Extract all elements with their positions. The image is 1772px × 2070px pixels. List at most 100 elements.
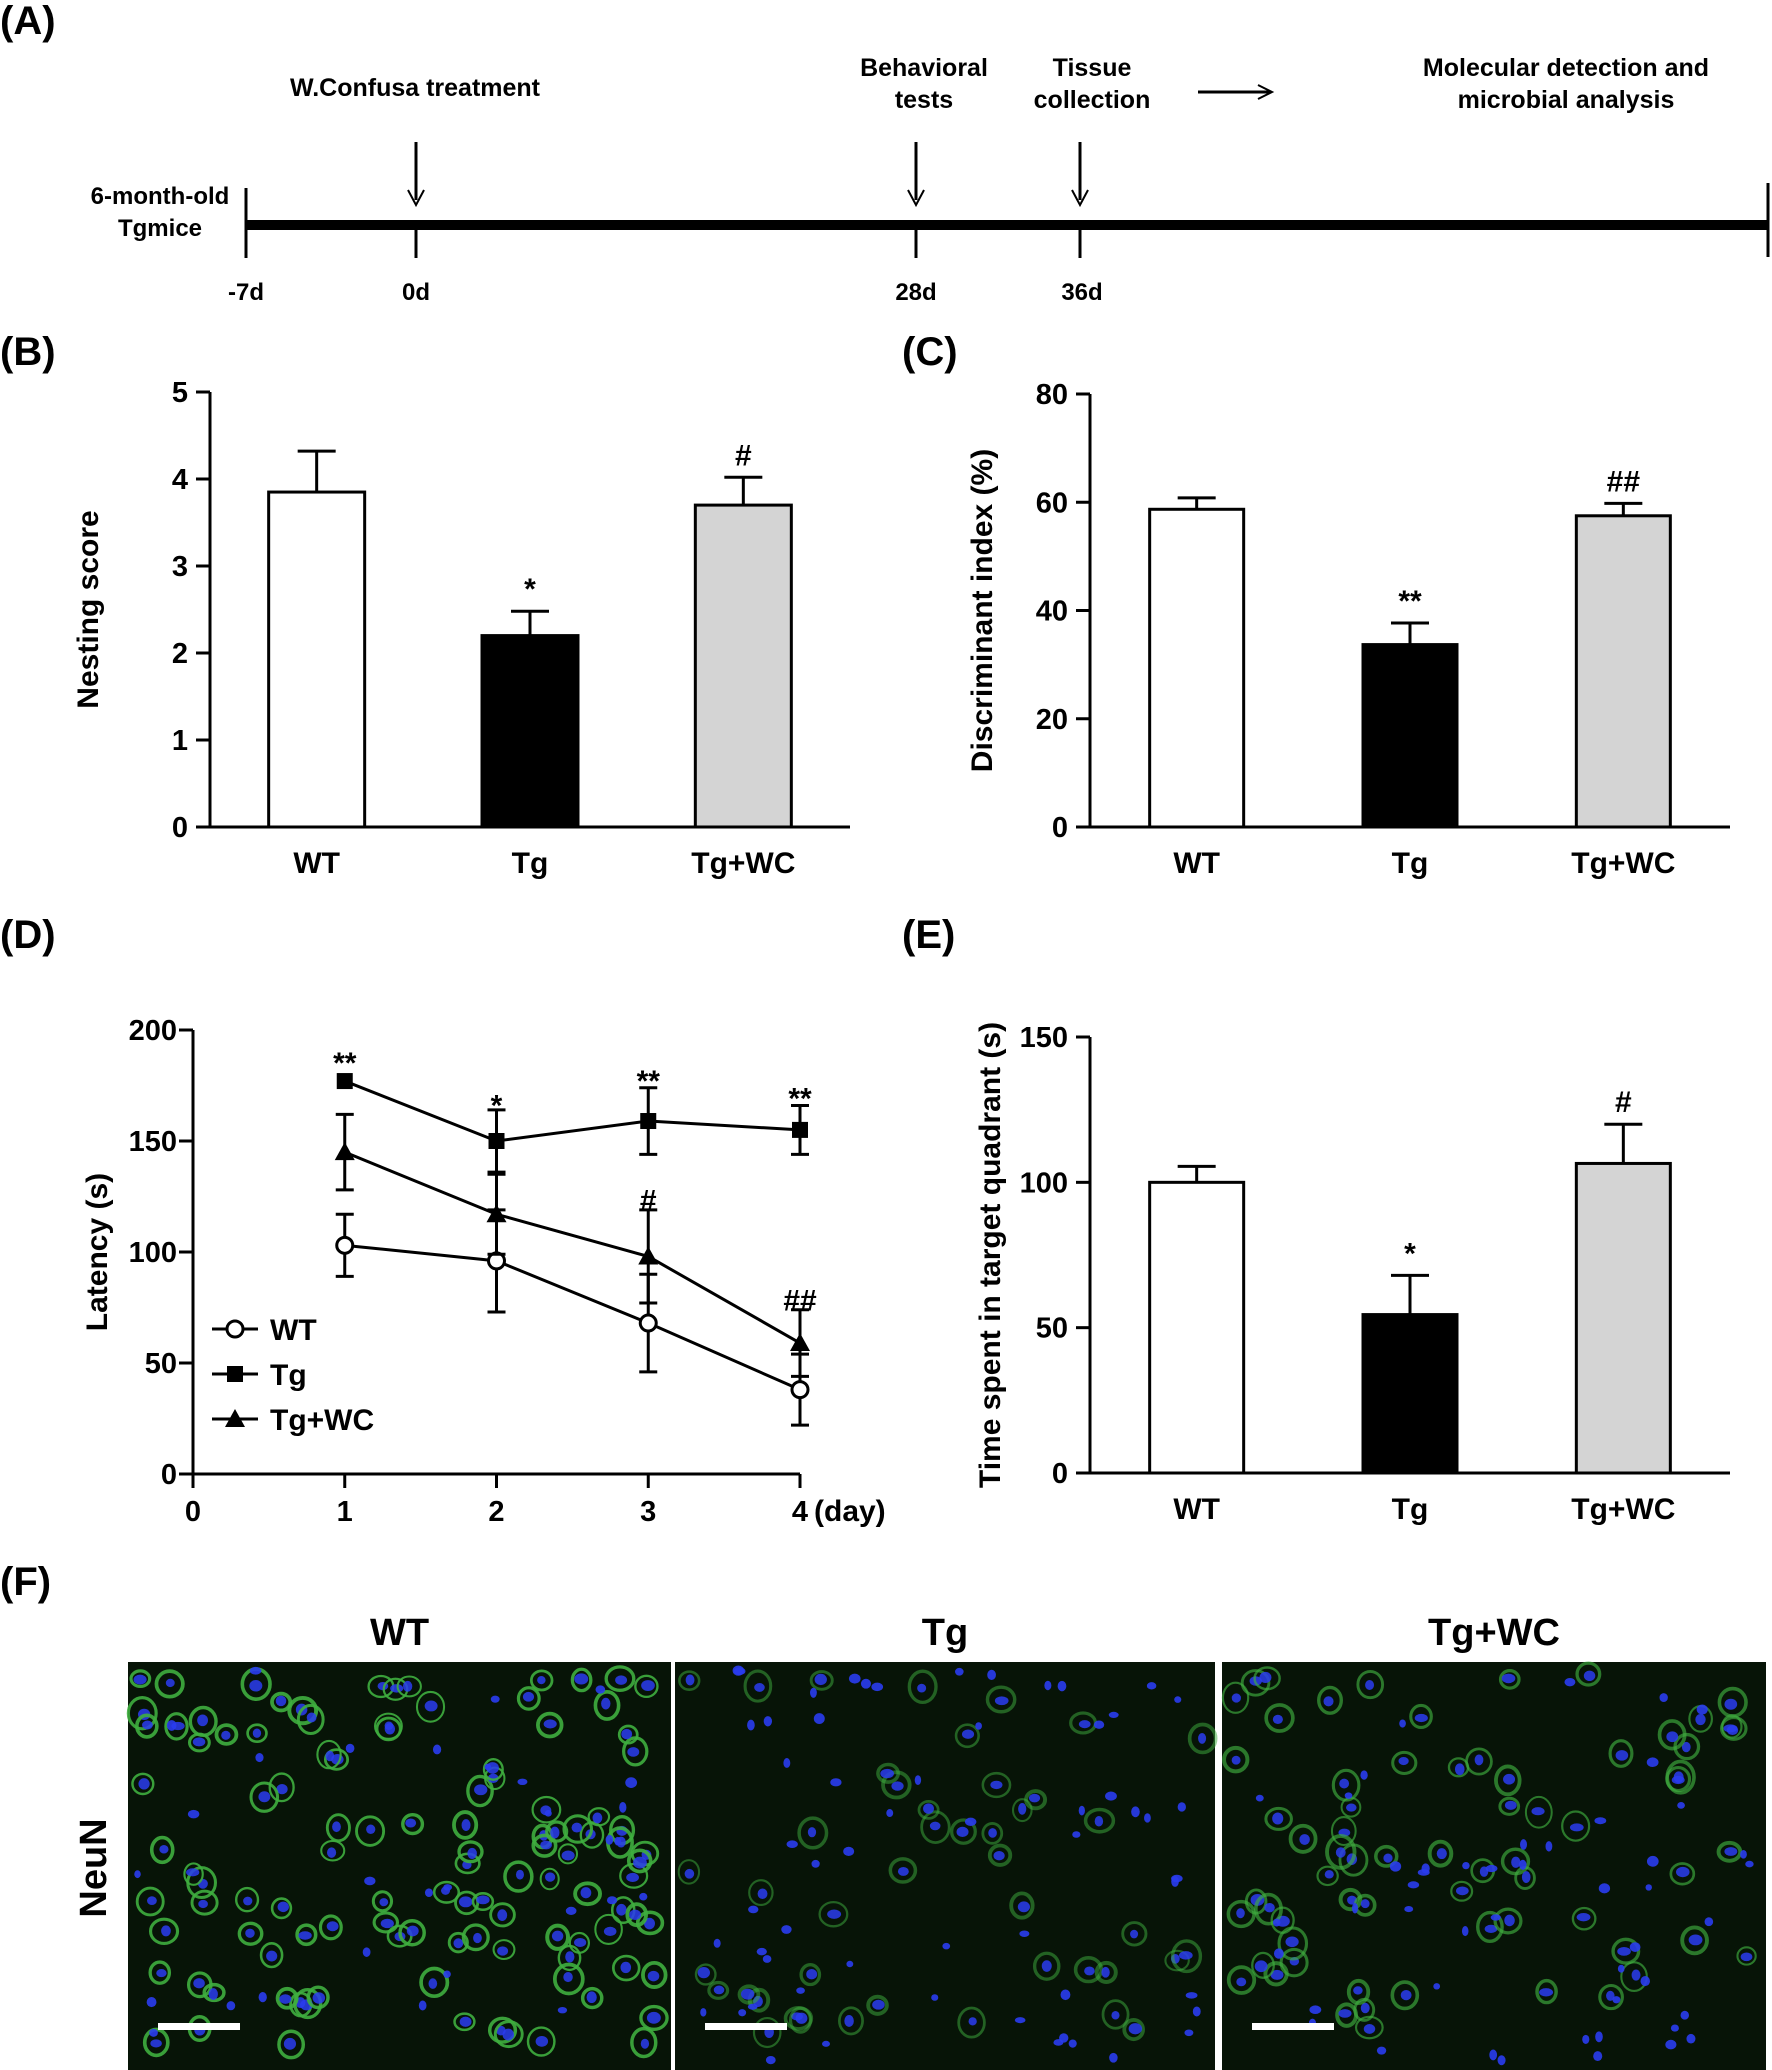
nucleus xyxy=(1338,2009,1352,2018)
significance-mark: ## xyxy=(1607,465,1641,498)
nucleus xyxy=(165,1678,175,1688)
nucleus xyxy=(810,1687,817,1698)
neuron-cell xyxy=(149,1835,175,1865)
nucleus xyxy=(1484,1924,1498,1933)
nucleus xyxy=(1617,1964,1625,1973)
nucleus xyxy=(249,1666,262,1675)
nucleus xyxy=(326,1921,339,1932)
series-tg xyxy=(336,1073,809,1174)
nucleus xyxy=(1676,1866,1690,1878)
nucleus xyxy=(1344,1792,1353,1799)
nucleus xyxy=(1490,1914,1501,1921)
neuron-cell xyxy=(316,1739,342,1770)
y-tick-label: 80 xyxy=(1036,379,1068,411)
neuron-cell xyxy=(452,1810,479,1840)
nucleus xyxy=(1606,1990,1615,2001)
neuron-cell xyxy=(415,1690,446,1723)
micrograph-panel: NeuN WT Tg Tg+WC xyxy=(73,1612,1766,2070)
nucleus xyxy=(1485,1864,1498,1873)
legend-label: Tg xyxy=(270,1359,307,1392)
neuron-cell xyxy=(1164,1949,1190,1972)
y-tick-label: 150 xyxy=(1020,1022,1068,1054)
nucleus xyxy=(345,1743,355,1753)
nucleus xyxy=(756,1947,767,1956)
neuron-cell xyxy=(1240,1669,1271,1697)
neuron-cell xyxy=(1447,1757,1470,1778)
neuron-cell xyxy=(259,1941,284,1969)
nucleus xyxy=(458,1896,473,1908)
nucleus xyxy=(243,1896,253,1906)
arrow-down-icon xyxy=(1071,142,1089,208)
neuron-cell xyxy=(190,1889,219,1916)
nucleus xyxy=(1673,1771,1684,1783)
x-tick-label: 2 xyxy=(488,1496,504,1528)
nucleus xyxy=(1360,1770,1368,1780)
nucleus xyxy=(1497,2055,1506,2066)
nucleus xyxy=(497,1946,509,1956)
nucleus xyxy=(713,1985,725,1995)
neuron-cell xyxy=(1263,1961,1289,1987)
nucleus xyxy=(1353,1986,1363,1995)
legend-label: WT xyxy=(270,1314,317,1347)
bar-wt xyxy=(1148,507,1246,829)
nucleus xyxy=(1455,1886,1469,1896)
nucleus xyxy=(1363,2024,1376,2034)
nucleus xyxy=(806,1969,818,1980)
neuron-cell xyxy=(275,1986,299,2010)
nucleus xyxy=(1659,1693,1668,1703)
timeline-outcome: Molecular detection and xyxy=(1423,54,1709,82)
timeline-event-treatment: W.Confusa treatment xyxy=(290,74,541,102)
neuron-cell xyxy=(432,1880,461,1904)
nucleus xyxy=(639,1892,648,1901)
neuron-cell xyxy=(838,2006,864,2036)
y-tick-label: 50 xyxy=(1036,1313,1068,1345)
nucleus xyxy=(1144,1813,1151,1823)
nucleus xyxy=(502,2028,515,2041)
nucleus xyxy=(917,1683,927,1693)
nucleus xyxy=(1504,1800,1517,1810)
nucleus xyxy=(848,1673,861,1684)
neuron-cell xyxy=(799,1963,822,1987)
nucleus xyxy=(467,1847,477,1859)
y-tick-label: 100 xyxy=(1020,1167,1068,1199)
neuron-cell xyxy=(1524,1795,1553,1829)
nucleus xyxy=(364,1876,376,1886)
nucleus xyxy=(843,1846,855,1857)
nucleus xyxy=(193,1978,205,1989)
nucleus xyxy=(1078,1805,1085,1816)
nucleus xyxy=(543,1719,557,1729)
nucleus xyxy=(626,1872,639,1882)
x-tick-label: 0 xyxy=(185,1496,201,1528)
nucleus xyxy=(545,1872,556,1882)
nucleus xyxy=(1670,2024,1679,2032)
neuron-cell xyxy=(1680,1925,1709,1956)
nucleus xyxy=(515,1869,524,1880)
nucleus xyxy=(146,1997,157,2008)
nucleus xyxy=(1436,1848,1447,1860)
category-label: WT xyxy=(1173,1493,1220,1526)
nucleus xyxy=(891,1781,904,1791)
nucleus xyxy=(647,1970,660,1982)
y-tick-label: 40 xyxy=(1036,596,1068,628)
nucleus xyxy=(1177,1802,1186,1812)
nucleus xyxy=(326,1847,337,1858)
nucleus xyxy=(931,1994,939,2001)
neuron-cell xyxy=(187,1732,211,1753)
neuron-cell xyxy=(678,1670,701,1691)
nucleus xyxy=(1461,1926,1469,1937)
nucleus xyxy=(1255,1794,1264,1802)
nucleus xyxy=(627,1747,640,1757)
nucleus xyxy=(1665,2039,1677,2050)
neuron-cell xyxy=(707,1980,730,2000)
timeline-tick-label: 28d xyxy=(895,279,936,306)
nucleus xyxy=(886,1809,894,1818)
neuron-cell xyxy=(1571,1906,1597,1931)
neuron-cell xyxy=(1493,1907,1523,1935)
neuron-cell xyxy=(487,2016,518,2044)
neuron-cell xyxy=(1721,1714,1743,1739)
neuron-cell xyxy=(1494,1764,1522,1797)
nucleus xyxy=(1078,1720,1091,1729)
nucleus xyxy=(147,1896,157,1905)
nucleus xyxy=(1259,1671,1272,1684)
micrograph-tg xyxy=(675,1662,1218,2070)
